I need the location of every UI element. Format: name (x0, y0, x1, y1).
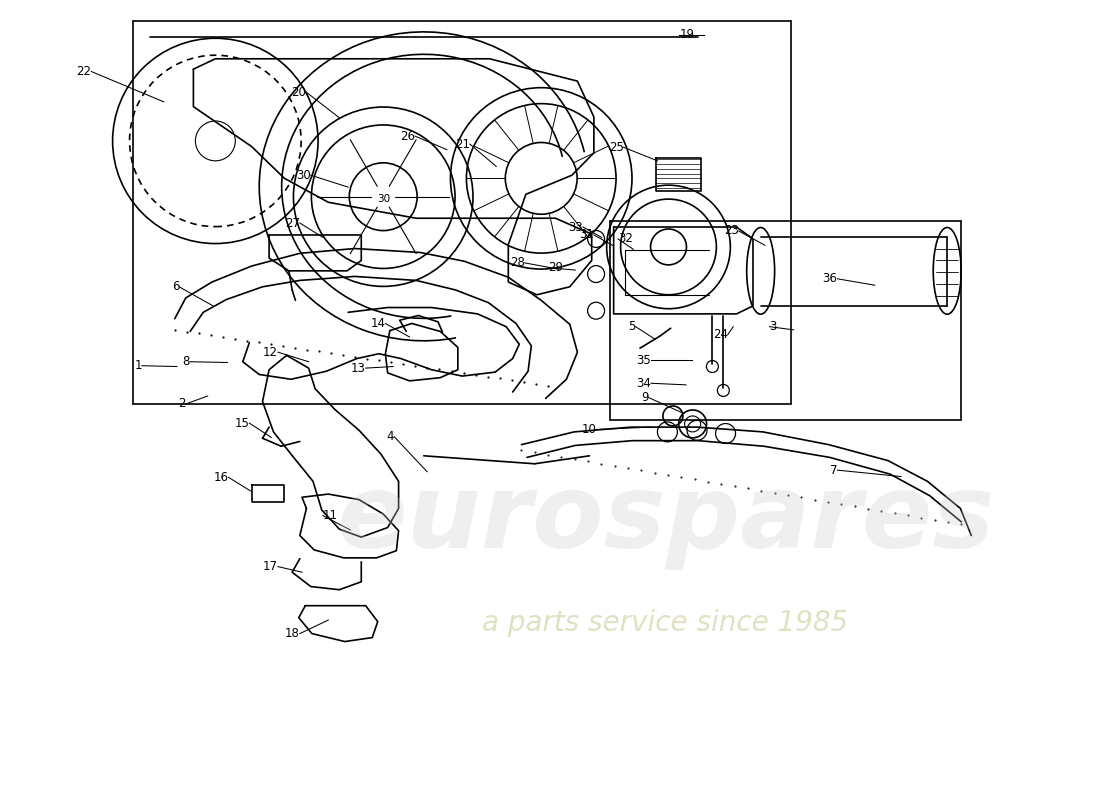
Text: 23: 23 (724, 225, 739, 238)
Text: 1: 1 (134, 359, 142, 372)
Text: 33: 33 (569, 221, 583, 234)
Text: 22: 22 (76, 65, 91, 78)
Text: 21: 21 (455, 138, 470, 150)
Text: 27: 27 (285, 217, 300, 230)
Text: 28: 28 (510, 256, 525, 270)
Text: 7: 7 (830, 464, 837, 477)
Text: 3: 3 (769, 320, 777, 333)
Text: 8: 8 (183, 355, 190, 368)
Text: 36: 36 (823, 272, 837, 286)
Text: 29: 29 (548, 261, 563, 274)
Text: 15: 15 (234, 417, 250, 430)
Text: 30: 30 (376, 194, 389, 204)
Text: 31: 31 (579, 229, 594, 242)
Text: 12: 12 (263, 346, 278, 358)
Text: 25: 25 (608, 141, 624, 154)
Text: 24: 24 (713, 328, 728, 341)
Text: 11: 11 (323, 509, 338, 522)
Text: 34: 34 (636, 377, 651, 390)
Text: 16: 16 (213, 471, 229, 484)
Text: 5: 5 (628, 320, 636, 333)
Text: 32: 32 (618, 233, 632, 246)
Text: 35: 35 (636, 354, 651, 366)
Text: 14: 14 (371, 317, 385, 330)
Text: 9: 9 (641, 391, 649, 404)
Text: 4: 4 (387, 430, 394, 443)
Text: 30: 30 (296, 169, 311, 182)
Text: 26: 26 (400, 130, 415, 142)
Text: 2: 2 (178, 398, 186, 410)
Text: 13: 13 (351, 362, 365, 374)
Text: 18: 18 (285, 627, 300, 640)
Text: a parts service since 1985: a parts service since 1985 (482, 610, 848, 638)
Text: eurospares: eurospares (336, 469, 994, 570)
Text: 10: 10 (581, 423, 596, 436)
Text: 19: 19 (680, 28, 694, 42)
Text: 17: 17 (263, 560, 278, 573)
Text: 20: 20 (292, 86, 307, 98)
Text: 6: 6 (172, 280, 179, 294)
